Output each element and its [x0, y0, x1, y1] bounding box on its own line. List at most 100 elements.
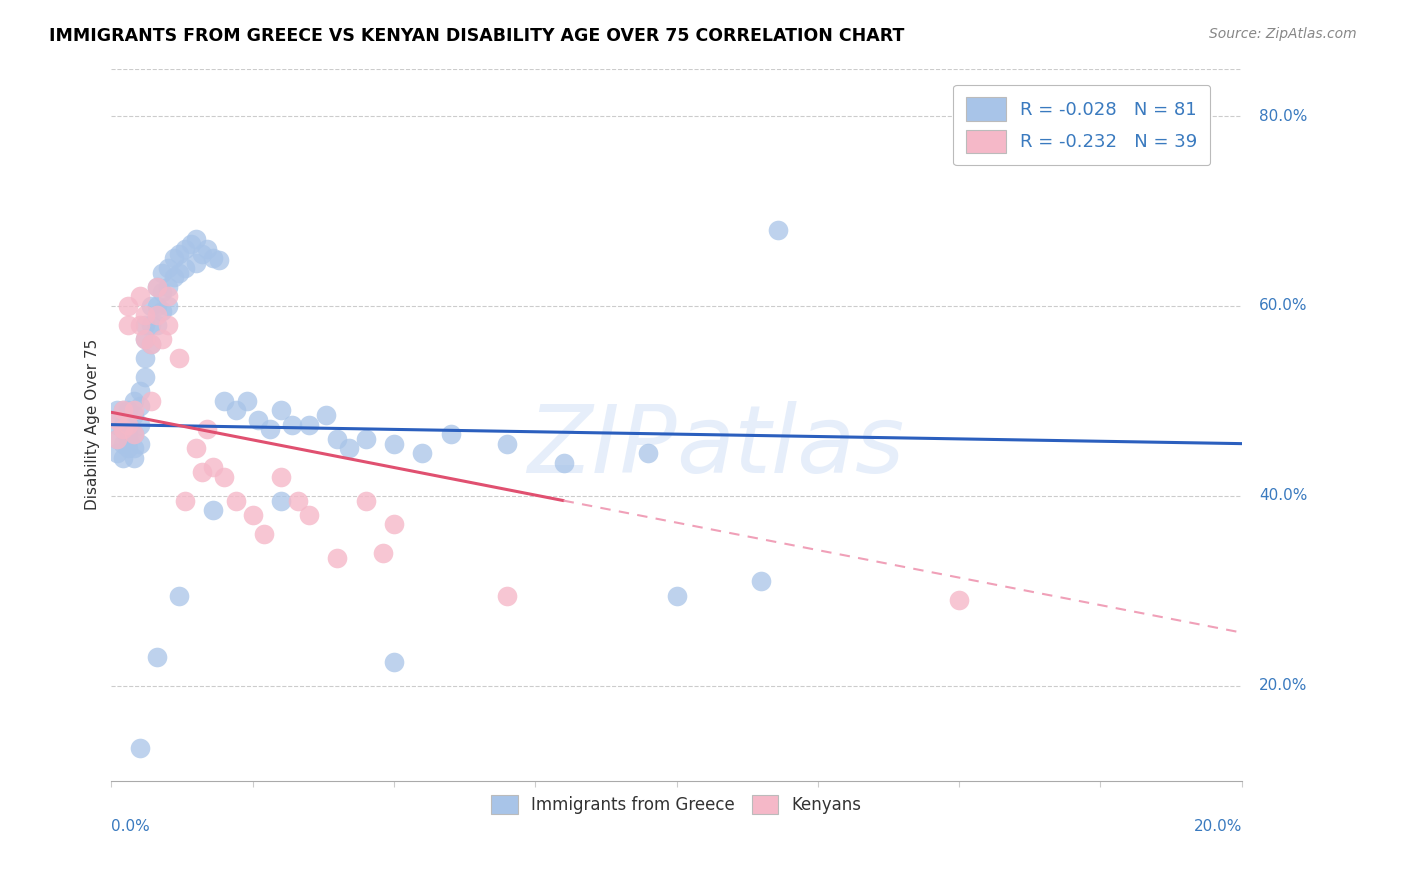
Point [202, 503, 225, 517]
Point [122, 427, 145, 442]
Text: 60.0%: 60.0% [1258, 299, 1308, 313]
Point [751, 574, 773, 589]
Point [259, 422, 281, 436]
Point [326, 550, 349, 565]
Point [139, 337, 162, 351]
Text: IMMIGRANTS FROM GREECE VS KENYAN DISABILITY AGE OVER 75 CORRELATION CHART: IMMIGRANTS FROM GREECE VS KENYAN DISABIL… [49, 27, 904, 45]
Point [139, 393, 162, 408]
Text: Source: ZipAtlas.com: Source: ZipAtlas.com [1209, 27, 1357, 41]
Point [326, 432, 349, 446]
Point [122, 408, 145, 422]
Point [270, 470, 292, 484]
Point [105, 417, 128, 432]
Point [111, 417, 134, 432]
Point [281, 417, 304, 432]
Point [134, 370, 156, 384]
Point [105, 403, 128, 417]
Point [134, 351, 156, 366]
Point [197, 422, 219, 436]
Point [247, 413, 270, 427]
Point [382, 655, 405, 669]
Point [117, 417, 139, 432]
Point [145, 650, 167, 665]
Point [337, 442, 360, 456]
Point [150, 332, 173, 346]
Point [768, 223, 790, 237]
Point [145, 309, 167, 323]
Point [145, 280, 167, 294]
Point [354, 432, 377, 446]
Point [162, 270, 184, 285]
Point [117, 318, 139, 332]
Point [665, 589, 688, 603]
Point [162, 252, 184, 266]
Point [214, 393, 236, 408]
Point [167, 351, 190, 366]
Point [167, 266, 190, 280]
Point [270, 493, 292, 508]
Point [186, 256, 208, 270]
Point [287, 493, 309, 508]
Text: 0.0%: 0.0% [111, 819, 150, 834]
Text: 80.0%: 80.0% [1258, 109, 1308, 123]
Point [111, 422, 134, 436]
Point [167, 589, 190, 603]
Point [270, 403, 292, 417]
Point [156, 289, 179, 303]
Point [242, 508, 264, 522]
Point [150, 266, 173, 280]
Point [225, 403, 247, 417]
Point [253, 526, 276, 541]
Point [139, 337, 162, 351]
Point [122, 442, 145, 456]
Point [197, 242, 219, 256]
Point [202, 460, 225, 475]
Point [553, 456, 575, 470]
Point [128, 740, 150, 755]
Point [134, 332, 156, 346]
Point [225, 493, 247, 508]
Point [111, 403, 134, 417]
Point [298, 417, 321, 432]
Point [156, 280, 179, 294]
Point [139, 299, 162, 313]
Point [145, 280, 167, 294]
Point [111, 403, 134, 417]
Point [111, 436, 134, 450]
Point [117, 442, 139, 456]
Point [134, 332, 156, 346]
Point [214, 470, 236, 484]
Point [117, 403, 139, 417]
Point [117, 299, 139, 313]
Point [105, 413, 128, 427]
Text: 20.0%: 20.0% [1258, 678, 1308, 693]
Text: 20.0%: 20.0% [1194, 819, 1241, 834]
Point [150, 285, 173, 299]
Point [354, 493, 377, 508]
Point [411, 446, 433, 460]
Point [167, 246, 190, 260]
Point [315, 408, 337, 422]
Point [139, 318, 162, 332]
Point [382, 517, 405, 532]
Point [180, 237, 202, 252]
Point [122, 403, 145, 417]
Point [117, 427, 139, 442]
Point [117, 417, 139, 432]
Point [156, 299, 179, 313]
Text: 40.0%: 40.0% [1258, 488, 1308, 503]
Legend: Immigrants from Greece, Kenyans: Immigrants from Greece, Kenyans [484, 787, 870, 822]
Point [202, 252, 225, 266]
Point [128, 289, 150, 303]
Point [496, 589, 519, 603]
Text: ZIP: ZIP [527, 401, 676, 491]
Point [236, 393, 259, 408]
Point [145, 318, 167, 332]
Point [637, 446, 659, 460]
Point [105, 432, 128, 446]
Point [191, 465, 214, 479]
Point [122, 393, 145, 408]
Point [134, 318, 156, 332]
Point [111, 417, 134, 432]
Point [208, 253, 231, 268]
